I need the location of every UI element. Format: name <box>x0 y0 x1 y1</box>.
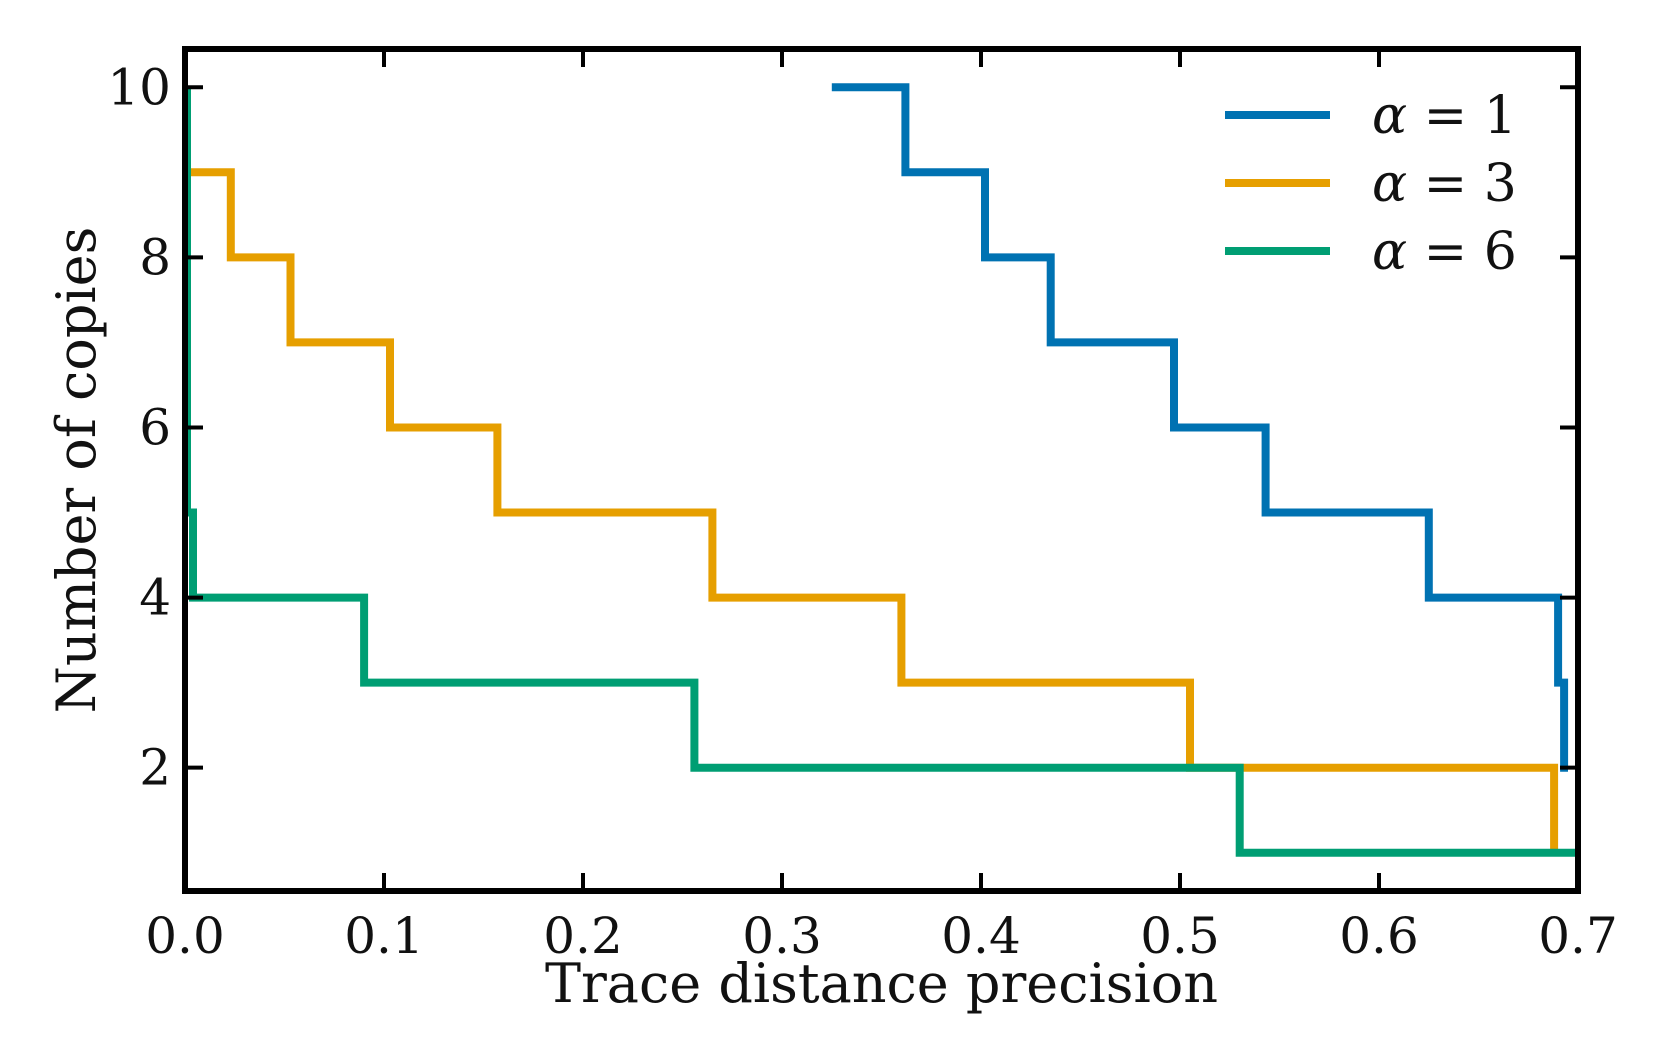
y-tick-label: 8 <box>139 228 171 286</box>
plot-frame <box>182 46 1581 894</box>
series-line-3 <box>185 87 1578 857</box>
series-line-1 <box>831 83 1569 772</box>
y-axis-label: Number of copies <box>45 227 108 714</box>
x-tick-label: 0.1 <box>344 907 424 965</box>
plot-area <box>182 46 1581 894</box>
y-tick-label: 4 <box>139 569 171 627</box>
series-line-2 <box>185 168 1559 853</box>
x-tick-label: 0.5 <box>1140 907 1220 965</box>
legend-label-1: α = 1 <box>1372 86 1517 146</box>
x-axis-label: Trace distance precision <box>545 952 1218 1015</box>
x-tick-label: 0.7 <box>1538 907 1618 965</box>
legend-symbol: α <box>1372 222 1407 282</box>
x-tick-label: 0.3 <box>742 907 822 965</box>
legend-value: = 3 <box>1407 154 1517 214</box>
x-tick-label: 0.0 <box>145 907 225 965</box>
y-tick-label: 6 <box>139 398 171 456</box>
legend-label-3: α = 6 <box>1372 222 1517 282</box>
legend-value: = 6 <box>1407 222 1517 282</box>
legend-value: = 1 <box>1407 86 1517 146</box>
legend: α = 1α = 3α = 6 <box>1225 86 1517 282</box>
tick-labels: 0.0 0.1 0.2 0.3 0.4 0.5 0.6 0.7 2 4 6 8 10 <box>107 58 1617 965</box>
x-tick-label: 0.4 <box>941 907 1021 965</box>
legend-symbol: α <box>1372 86 1407 146</box>
series-layer <box>185 83 1578 857</box>
x-tick-label: 0.2 <box>543 907 623 965</box>
legend-label-2: α = 3 <box>1372 154 1517 214</box>
legend-symbol: α <box>1372 154 1407 214</box>
y-tick-label: 10 <box>107 58 171 116</box>
y-tick-label: 2 <box>139 739 171 797</box>
ticks-layer <box>183 49 1580 891</box>
x-tick-label: 0.6 <box>1339 907 1419 965</box>
